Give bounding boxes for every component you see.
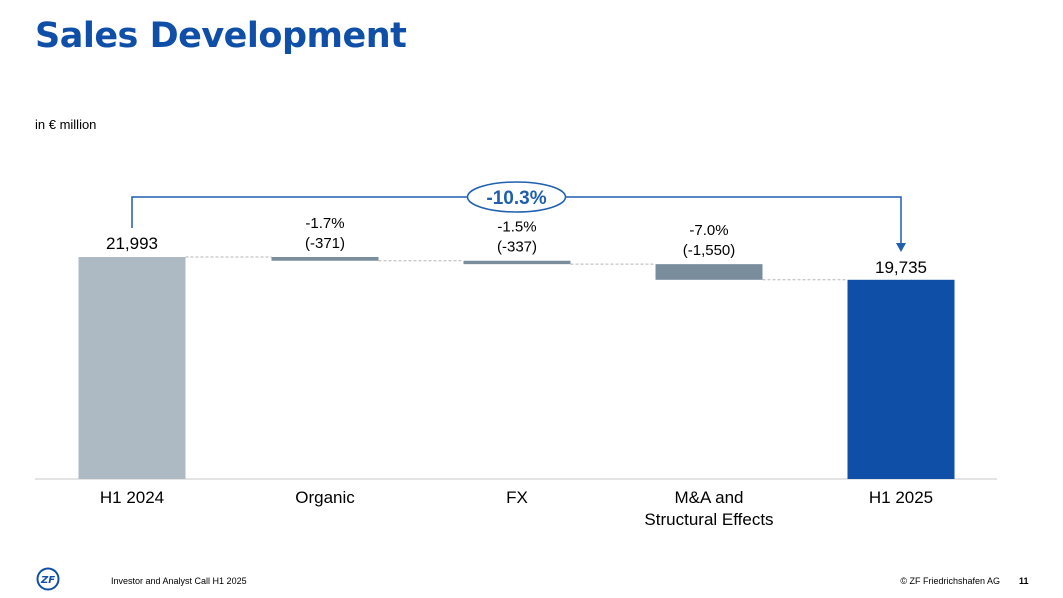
waterfall-chart: 21,993 -1.7% (-371) -1.5% (-337) -7.0% (-1,550… (35, 181, 997, 529)
category-label-3-line-0: M&A and (675, 488, 744, 507)
category-label-1: Organic (295, 488, 355, 507)
page-title: Sales Development (35, 16, 407, 56)
total-change-label: -10.3% (486, 188, 546, 209)
category-label-4: H1 2025 (869, 488, 933, 507)
value-label-fx: (-337) (497, 239, 537, 256)
category-label-2: FX (506, 488, 528, 507)
category-label-0: H1 2024 (100, 488, 164, 507)
footer-copyright: © ZF Friedrichshafen AG (900, 576, 1000, 586)
unit-label: in € million (35, 117, 97, 132)
pct-label-fx: -1.5% (497, 219, 536, 236)
data-label-h1-2024: 21,993 (106, 234, 158, 253)
bar-organic (271, 257, 379, 261)
zf-logo-icon: ZF (36, 567, 60, 591)
change-badge (466, 181, 567, 213)
bar-h1-2024 (78, 257, 186, 479)
category-label-3-line-1: Structural Effects (644, 510, 773, 529)
pct-label-ma-structural: -7.0% (689, 222, 728, 239)
bar-fx (463, 260, 571, 265)
logo-text: ZF (40, 575, 55, 586)
bar-ma-structural (655, 264, 763, 280)
page-number: 11 (1019, 576, 1029, 586)
bar-h1-2025 (847, 279, 955, 479)
footer-event-name: Investor and Analyst Call H1 2025 (111, 576, 247, 586)
pct-label-organic: -1.7% (305, 215, 344, 232)
data-label-h1-2025: 19,735 (875, 258, 927, 277)
value-label-ma-structural: (-1,550) (683, 242, 736, 259)
value-label-organic: (-371) (305, 235, 345, 252)
change-arrow-icon (896, 243, 906, 252)
